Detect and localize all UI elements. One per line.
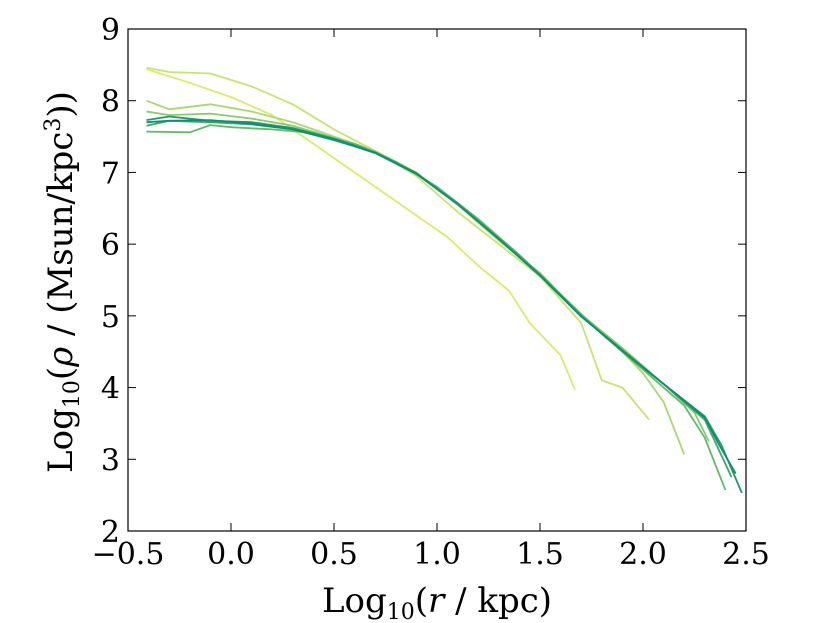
- y-tick-label: 8: [101, 85, 120, 120]
- series-line-4: [146, 110, 710, 442]
- x-tick-label: 2.0: [619, 537, 667, 572]
- series-line-7: [146, 115, 743, 494]
- y-tick-label: 2: [101, 515, 120, 550]
- series-layer: [146, 66, 743, 494]
- series-line-1: [146, 68, 576, 391]
- x-tick-label: 0.5: [310, 537, 358, 572]
- ticks-layer: −0.5 0.0 0.5 1.0 1.5 2.0 2.5 2 3 4 5 6 7 8 9: [92, 13, 770, 572]
- x-axis-label: Log10(r / kpc): [322, 581, 552, 623]
- series-line-8: [146, 119, 737, 475]
- y-tick-label: 3: [101, 443, 120, 478]
- y-tick-label: 7: [101, 156, 120, 191]
- x-tick-label: 2.5: [722, 537, 770, 572]
- plot-frame: [127, 28, 747, 532]
- series-line-5: [146, 124, 727, 491]
- x-tick-label: 0.0: [207, 537, 255, 572]
- y-tick-label: 4: [101, 372, 120, 407]
- y-tick-label: 6: [101, 228, 120, 263]
- y-tick-label: 5: [101, 300, 120, 335]
- x-tick-label: 1.0: [413, 537, 461, 572]
- series-line-6: [146, 119, 733, 478]
- series-line-2: [146, 66, 650, 421]
- y-axis-label: Log10(ρ / (Msun/kpc3)): [41, 91, 85, 473]
- y-tick-label: 9: [101, 13, 120, 48]
- x-tick-label: −0.5: [92, 537, 165, 572]
- x-tick-label: 1.5: [516, 537, 564, 572]
- series-line-3: [146, 99, 686, 455]
